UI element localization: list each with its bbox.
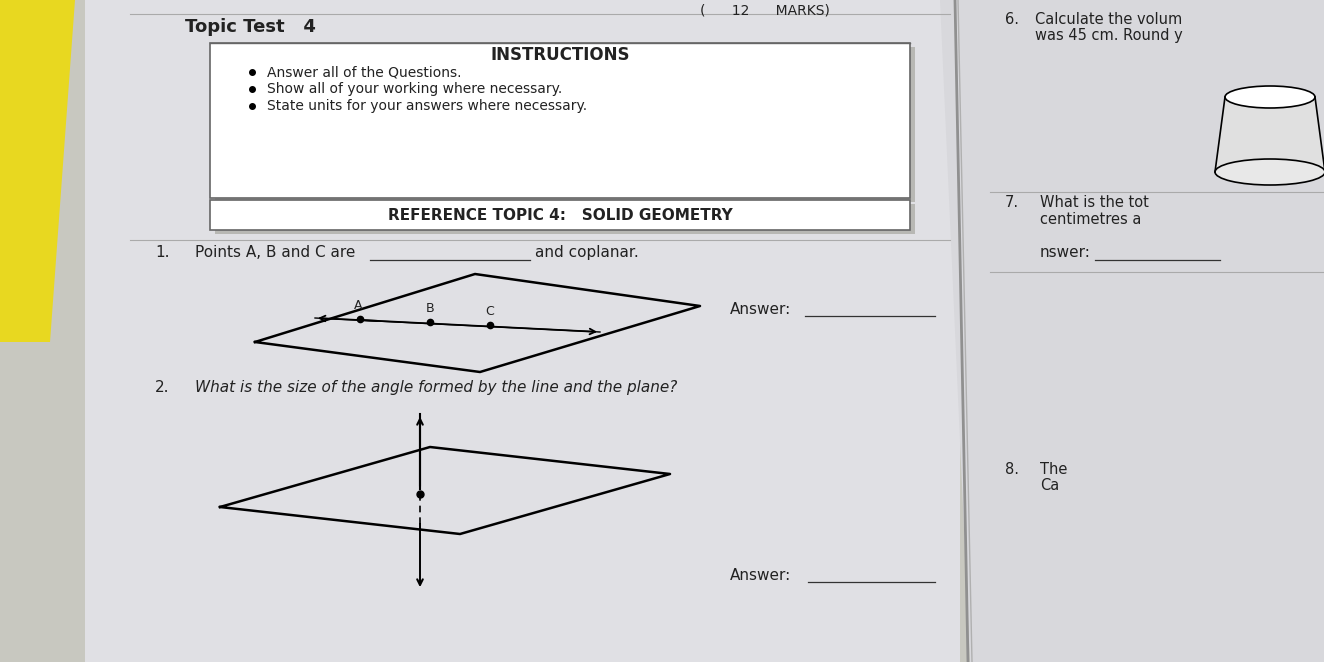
Polygon shape bbox=[85, 0, 960, 662]
Text: nswer:: nswer: bbox=[1039, 245, 1091, 260]
Ellipse shape bbox=[1215, 159, 1324, 185]
Text: What is the tot: What is the tot bbox=[1039, 195, 1149, 210]
Polygon shape bbox=[1215, 97, 1324, 172]
Polygon shape bbox=[940, 0, 1324, 662]
FancyBboxPatch shape bbox=[214, 204, 915, 234]
Text: (      12      MARKS): ( 12 MARKS) bbox=[700, 3, 830, 17]
FancyBboxPatch shape bbox=[211, 43, 910, 198]
Text: C: C bbox=[486, 305, 494, 318]
Text: The: The bbox=[1039, 462, 1067, 477]
Text: REFERENCE TOPIC 4:   SOLID GEOMETRY: REFERENCE TOPIC 4: SOLID GEOMETRY bbox=[388, 207, 732, 222]
Text: 6.: 6. bbox=[1005, 12, 1019, 27]
Text: 1.: 1. bbox=[155, 245, 169, 260]
FancyBboxPatch shape bbox=[214, 47, 915, 202]
Text: Show all of your working where necessary.: Show all of your working where necessary… bbox=[267, 82, 563, 96]
Text: 8.: 8. bbox=[1005, 462, 1019, 477]
Text: Topic Test   4: Topic Test 4 bbox=[185, 18, 316, 36]
Text: was 45 cm. Round y: was 45 cm. Round y bbox=[1035, 28, 1182, 43]
Text: Ca: Ca bbox=[1039, 478, 1059, 493]
Text: centimetres a: centimetres a bbox=[1039, 212, 1141, 227]
Ellipse shape bbox=[1225, 86, 1315, 108]
Text: Answer:: Answer: bbox=[730, 302, 792, 317]
Text: State units for your answers where necessary.: State units for your answers where neces… bbox=[267, 99, 587, 113]
Text: Answer all of the Questions.: Answer all of the Questions. bbox=[267, 65, 462, 79]
Polygon shape bbox=[0, 0, 75, 342]
Text: INSTRUCTIONS: INSTRUCTIONS bbox=[490, 46, 630, 64]
Text: Answer:: Answer: bbox=[730, 568, 792, 583]
Text: and coplanar.: and coplanar. bbox=[535, 245, 638, 260]
Text: 7.: 7. bbox=[1005, 195, 1019, 210]
Text: B: B bbox=[426, 302, 434, 315]
Text: 2.: 2. bbox=[155, 380, 169, 395]
Text: What is the size of the angle formed by the line and the plane?: What is the size of the angle formed by … bbox=[195, 380, 678, 395]
FancyBboxPatch shape bbox=[211, 200, 910, 230]
Text: A: A bbox=[354, 299, 363, 312]
Text: Points A, B and C are: Points A, B and C are bbox=[195, 245, 355, 260]
Text: Calculate the volum: Calculate the volum bbox=[1035, 12, 1182, 27]
